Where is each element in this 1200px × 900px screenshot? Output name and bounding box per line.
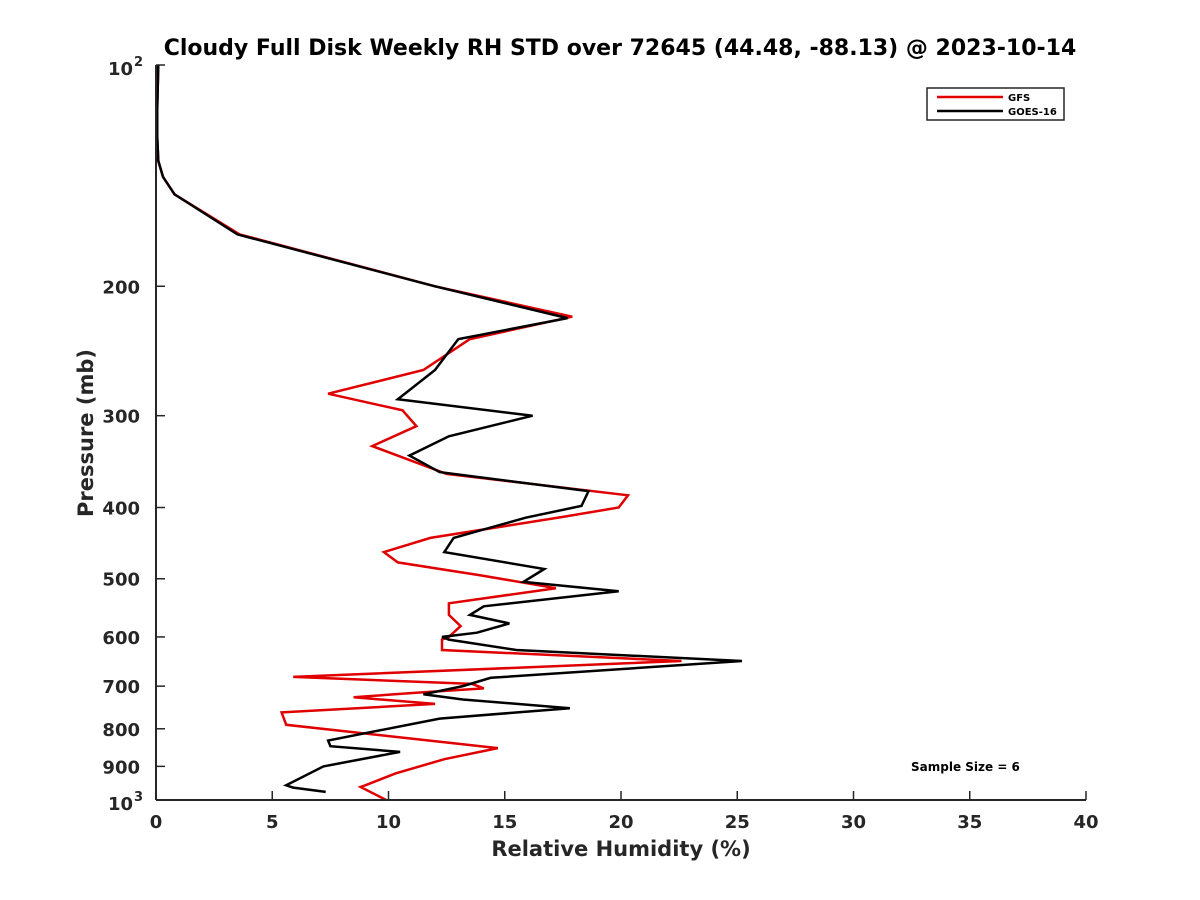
series-line-goes-16	[155, 64, 742, 794]
legend-box	[926, 87, 1065, 121]
x-tick-label: 15	[492, 812, 517, 833]
x-axis-label: Relative Humidity (%)	[491, 837, 750, 861]
series-line-gfs	[155, 64, 682, 802]
x-tick-label: 0	[150, 812, 163, 833]
y-tick-label: 900	[102, 757, 140, 778]
x-tick-label: 35	[957, 812, 982, 833]
x-tick-label: 40	[1073, 812, 1098, 833]
y-axis-label: Pressure (mb)	[74, 349, 98, 517]
y-tick-label: 10	[108, 794, 133, 815]
x-tick-label: 25	[725, 812, 750, 833]
legend-label-goes16: GOES-16	[1008, 107, 1057, 118]
y-tick-label: 800	[102, 720, 140, 741]
sample-size-annotation: Sample Size = 6	[911, 760, 1020, 774]
x-tick-label: 20	[608, 812, 633, 833]
plot-area	[155, 64, 742, 802]
y-tick-label: 700	[102, 677, 140, 698]
legend: GFS GOES-16	[926, 87, 1065, 121]
y-tick-label: 200	[102, 277, 140, 298]
y-tick-label-exponent: 2	[134, 55, 143, 70]
x-tick-label: 10	[376, 812, 401, 833]
axes	[155, 65, 1086, 801]
y-tick-label-exponent: 3	[134, 790, 143, 805]
x-axis-ticks: 0 5 10 15 20 25 30 35 40	[150, 791, 1099, 833]
x-tick-label: 5	[266, 812, 279, 833]
legend-label-gfs: GFS	[1008, 93, 1030, 104]
y-tick-label: 400	[102, 499, 140, 520]
x-tick-label: 30	[841, 812, 866, 833]
y-tick-label: 600	[102, 628, 140, 649]
y-tick-label: 300	[102, 407, 140, 428]
y-tick-label: 10	[108, 59, 133, 80]
y-tick-label: 500	[102, 570, 140, 591]
chart-title: Cloudy Full Disk Weekly RH STD over 7264…	[164, 36, 1077, 61]
